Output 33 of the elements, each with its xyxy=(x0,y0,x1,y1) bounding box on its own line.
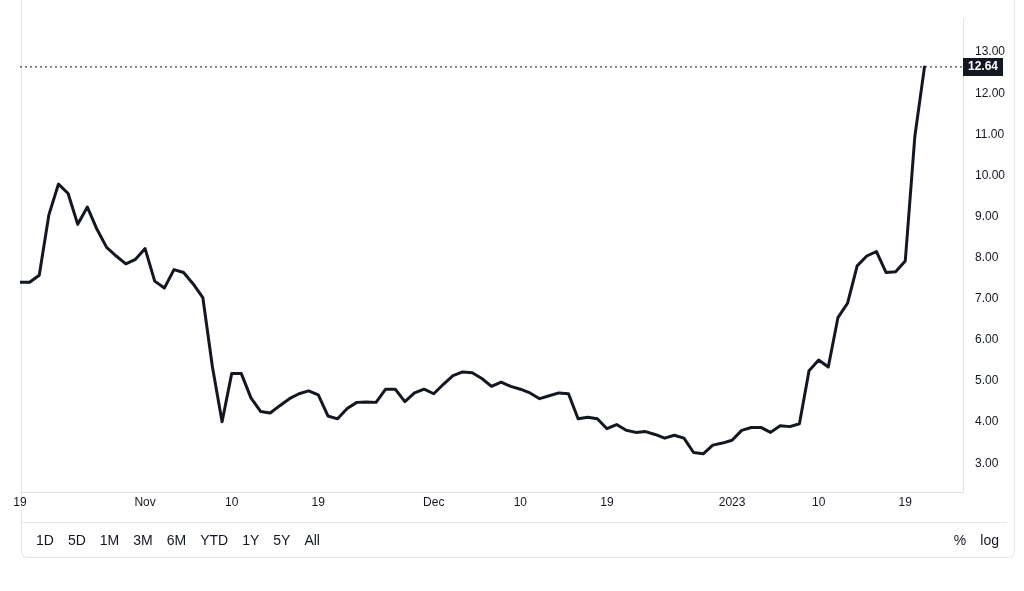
y-tick-label: 5.00 xyxy=(975,373,999,388)
x-tick-label: 19 xyxy=(898,494,913,509)
x-tick-label: 19 xyxy=(600,494,614,509)
y-tick-label: 4.00 xyxy=(975,414,999,429)
text: % xyxy=(953,532,967,548)
y-tick-label: 7.00 xyxy=(975,291,999,306)
x-tick-label: 10 xyxy=(513,494,528,509)
x-tick-label: Dec xyxy=(423,494,445,509)
y-tick-label: 12.00 xyxy=(975,85,1006,100)
text: 5Y xyxy=(273,532,291,548)
x-tick-label: Nov xyxy=(134,494,156,509)
y-tick-label: 9.00 xyxy=(975,208,999,223)
y-tick-label: 6.00 xyxy=(975,332,999,347)
y-tick-label: 8.00 xyxy=(975,249,999,264)
text: All xyxy=(304,532,320,548)
text: YTD xyxy=(200,532,229,548)
y-tick-label: 3.00 xyxy=(975,455,999,470)
y-tick-label: 11.00 xyxy=(975,126,1005,141)
text: 5D xyxy=(67,532,86,548)
x-tick-label: 19 xyxy=(311,494,326,509)
x-tick-label: 10 xyxy=(225,494,239,509)
text: 1Y xyxy=(242,532,260,548)
text: 3M xyxy=(133,532,153,548)
x-tick-label: 2023 xyxy=(718,494,746,509)
x-tick-label: 10 xyxy=(811,494,826,509)
text: 1M xyxy=(99,532,120,548)
y-tick-label: 13.00 xyxy=(975,44,1006,59)
x-tick-label: 19 xyxy=(13,494,27,509)
text: 6M xyxy=(166,532,187,548)
text: 1D xyxy=(36,532,54,548)
text: log xyxy=(980,532,999,548)
ref-line-label: 12.64 xyxy=(968,59,999,74)
y-tick-label: 10.00 xyxy=(975,167,1006,182)
